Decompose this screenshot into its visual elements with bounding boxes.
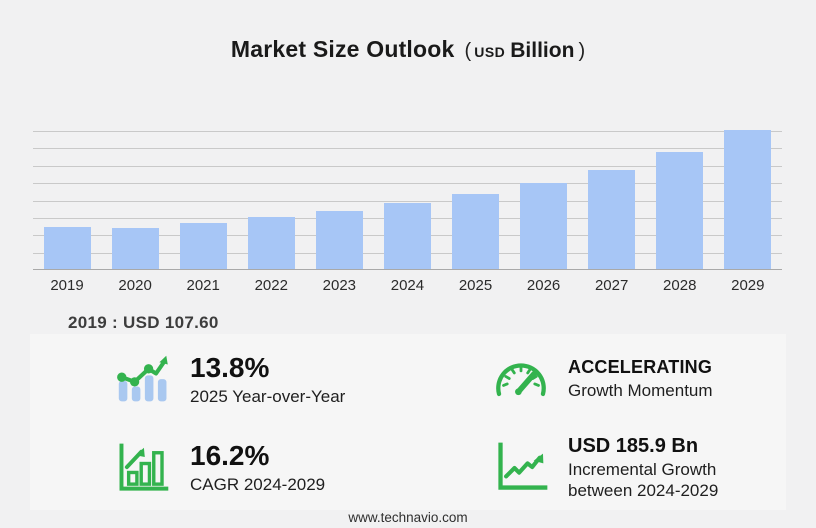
x-axis-label: 2024 [390,277,425,294]
bar-2019 [43,226,91,269]
bar-2021 [179,222,227,269]
momentum-value: ACCELERATING [568,357,713,378]
stat-yoy: 13.8% 2025 Year-over-Year [30,334,408,422]
base-year-annotation: 2019 : USD 107.60 [68,313,219,332]
x-axis-label: 2022 [254,277,288,294]
cagr-value: 16.2% [190,439,270,471]
gridline [33,131,782,132]
momentum-label: Growth Momentum [568,381,713,401]
bar-2024 [383,203,431,269]
chart-title-paren-open: ( [464,40,472,62]
bar-2027 [588,169,636,269]
x-axis-label: 2029 [731,277,765,294]
incremental-value: USD 185.9 Bn [568,434,699,457]
x-axis-labels: 2019 2020 2021 2022 2023 2024 2025 2026 2027 2028… [33,277,782,294]
yoy-value: 13.8% [190,351,270,383]
framed-growth-bars-icon [114,440,172,496]
bar-2020 [111,227,159,269]
chart-title-main: Market Size Outlook [230,36,455,62]
stat-incremental-growth: USD 185.9 Bn Incremental Growth between … [408,422,786,510]
stat-cagr: 16.2% CAGR 2024-2029 [30,422,408,510]
chart-title-paren-close: ) [578,40,586,62]
stat-momentum: ACCELERATING Growth Momentum [408,334,786,422]
gridline [33,183,782,185]
x-axis-label: 2023 [322,277,357,294]
gridline [33,200,782,202]
bar-2022 [247,216,295,269]
axis-growth-arrow-icon [492,440,550,496]
x-axis-label: 2020 [118,277,152,294]
cagr-label: CAGR 2024-2029 [190,474,326,494]
yoy-label: 2025 Year-over-Year [190,386,346,406]
bars [33,130,782,269]
x-axis-label: 2019 [50,277,84,294]
bar-2025 [452,194,499,269]
stats-panel: 13.8% 2025 Year-over-Year [30,334,786,510]
bar-chart-trend-icon [114,352,172,408]
website-url: www.technavio.com [348,510,468,525]
x-axis-label: 2021 [186,277,220,294]
bar-2028 [656,151,704,269]
chart-title: Market Size Outlook ( USD Billion ) [0,36,816,63]
gridline [33,165,782,167]
incremental-label: Incremental Growth between 2024-2029 [568,459,719,500]
bar-2023 [315,211,363,269]
x-axis-label: 2025 [458,277,493,294]
chart-title-unit: Billion [510,39,575,62]
speedometer-icon [492,352,550,408]
bar-2026 [520,183,568,269]
plot-area [33,130,782,270]
x-axis-label: 2028 [663,277,697,294]
gridline [33,148,782,150]
market-size-bar-chart: 2019 2020 2021 2022 2023 2024 2025 2026 2027 2028… [33,130,782,294]
bar-2029 [724,130,772,269]
x-axis-label: 2026 [526,277,561,294]
x-axis-label: 2027 [594,277,629,294]
chart-title-currency: USD [474,44,506,60]
